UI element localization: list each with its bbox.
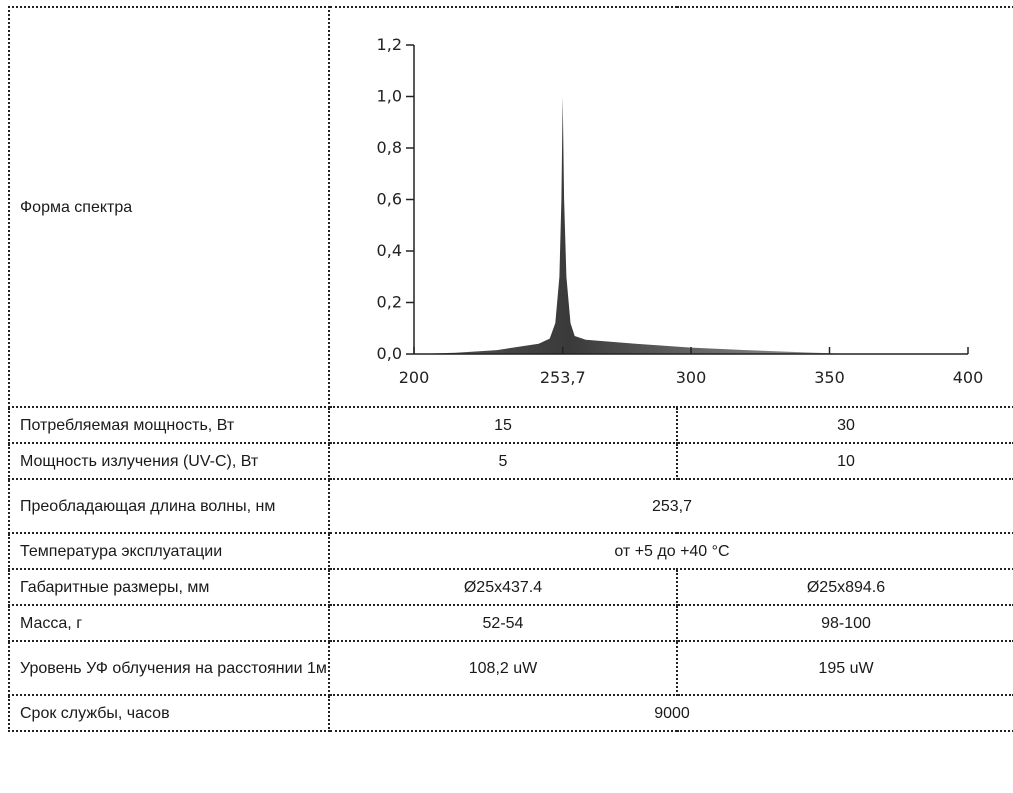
- x-tick-label: 350: [814, 368, 845, 387]
- table-row: Масса, г 52-54 98-100: [8, 604, 1013, 642]
- y-tick-label: 1,0: [377, 87, 402, 106]
- row-value: 10: [676, 442, 1013, 480]
- spectrum-row: Форма спектра 0,0 0,2 0,4 0,6 0,8 1,0 1,2 200 25…: [8, 6, 1013, 408]
- y-tick-label: 0,4: [377, 241, 402, 260]
- table-row: Потребляемая мощность, Вт 15 30: [8, 406, 1013, 444]
- row-label: Преобладающая длина волны, нм: [8, 478, 330, 534]
- row-value: Ø25x437.4: [328, 568, 678, 606]
- x-tick-label: 400: [953, 368, 984, 387]
- table-row: Уровень УФ облучения на расстоянии 1м 10…: [8, 640, 1013, 696]
- row-value: 9000: [328, 694, 1013, 732]
- x-tick-label: 200: [399, 368, 430, 387]
- table-row: Мощность излучения (UV-C), Вт 5 10: [8, 442, 1013, 480]
- row-value: 15: [328, 406, 678, 444]
- y-tick-label: 1,2: [377, 35, 402, 54]
- row-label: Потребляемая мощность, Вт: [8, 406, 330, 444]
- x-tick-label: 253,7: [540, 368, 586, 387]
- table-row: Срок службы, часов 9000: [8, 694, 1013, 732]
- row-label: Уровень УФ облучения на расстоянии 1м: [8, 640, 330, 696]
- spectrum-label: Форма спектра: [8, 6, 330, 408]
- spectrum-chart: 0,0 0,2 0,4 0,6 0,8 1,0 1,2 200 253,7 300 350 400: [377, 35, 984, 387]
- row-label: Срок службы, часов: [8, 694, 330, 732]
- y-tick-label: 0,2: [377, 293, 402, 312]
- row-value: 98-100: [676, 604, 1013, 642]
- row-label: Габаритные размеры, мм: [8, 568, 330, 606]
- row-value: от +5 до +40 °С: [328, 532, 1013, 570]
- y-tick-label: 0,6: [377, 190, 402, 209]
- row-value: 253,7: [328, 478, 1013, 534]
- y-tick-label: 0,8: [377, 138, 402, 157]
- row-value: 195 uW: [676, 640, 1013, 696]
- spectrum-area: [414, 96, 858, 354]
- table-row: Температура эксплуатации от +5 до +40 °С: [8, 532, 1013, 570]
- table-row: Габаритные размеры, мм Ø25x437.4 Ø25x894…: [8, 568, 1013, 606]
- row-label: Масса, г: [8, 604, 330, 642]
- row-label: Мощность излучения (UV-C), Вт: [8, 442, 330, 480]
- row-value: 108,2 uW: [328, 640, 678, 696]
- table-row: Преобладающая длина волны, нм 253,7: [8, 478, 1013, 534]
- x-tick-label: 300: [676, 368, 707, 387]
- row-value: Ø25x894.6: [676, 568, 1013, 606]
- row-value: 30: [676, 406, 1013, 444]
- y-tick-label: 0,0: [377, 344, 402, 363]
- row-value: 52-54: [328, 604, 678, 642]
- spectrum-chart-cell: 0,0 0,2 0,4 0,6 0,8 1,0 1,2 200 253,7 300 350 400: [328, 6, 1013, 408]
- row-label: Температура эксплуатации: [8, 532, 330, 570]
- row-value: 5: [328, 442, 678, 480]
- spec-table: Форма спектра 0,0 0,2 0,4 0,6 0,8 1,0 1,2 200 25…: [8, 6, 1013, 732]
